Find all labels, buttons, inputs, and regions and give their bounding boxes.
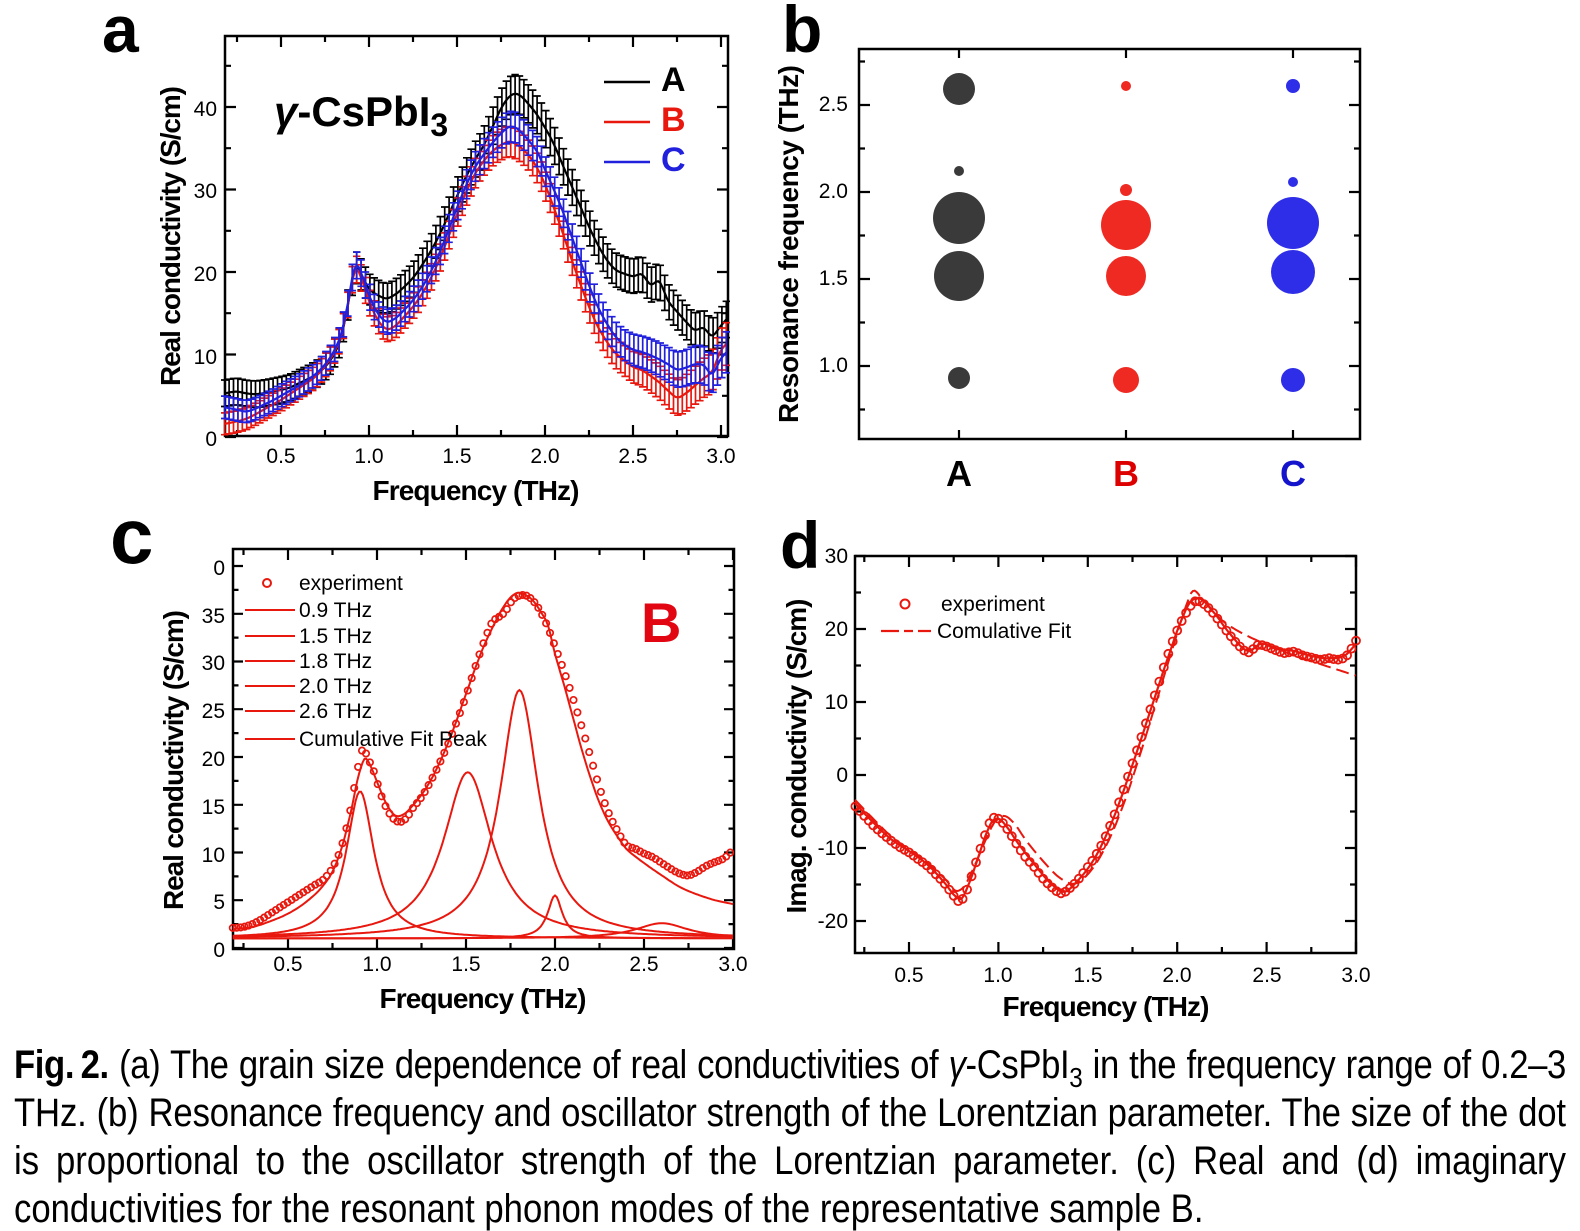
svg-text:1.5 THz: 1.5 THz — [299, 625, 372, 648]
svg-text:b: b — [782, 0, 822, 66]
svg-text:10: 10 — [194, 346, 217, 369]
svg-text:25: 25 — [202, 700, 225, 723]
svg-text:20: 20 — [194, 263, 217, 286]
svg-text:1.5: 1.5 — [442, 445, 471, 468]
svg-text:0: 0 — [213, 939, 225, 962]
svg-text:1.0: 1.0 — [362, 953, 391, 976]
svg-text:10: 10 — [202, 844, 225, 867]
svg-text:experiment: experiment — [299, 572, 403, 595]
svg-text:0.9 THz: 0.9 THz — [299, 599, 372, 622]
svg-text:35: 35 — [202, 605, 225, 628]
svg-text:3.0: 3.0 — [1341, 964, 1370, 987]
svg-text:γ-CsPbI3: γ-CsPbI3 — [274, 88, 448, 143]
svg-text:1.0: 1.0 — [354, 445, 383, 468]
svg-text:-20: -20 — [818, 910, 848, 933]
svg-text:Comulative Fit: Comulative Fit — [937, 620, 1071, 643]
svg-text:Cumulative Fit Peak: Cumulative Fit Peak — [299, 728, 487, 751]
svg-text:30: 30 — [825, 545, 848, 568]
svg-text:1.5: 1.5 — [1073, 964, 1102, 987]
svg-text:C: C — [1280, 453, 1306, 494]
svg-text:c: c — [110, 492, 153, 580]
svg-text:C: C — [661, 141, 686, 179]
svg-text:2.6 THz: 2.6 THz — [299, 700, 372, 723]
svg-text:B: B — [1113, 453, 1139, 494]
svg-text:2.5: 2.5 — [629, 953, 658, 976]
svg-text:Resonance frequency (THz): Resonance frequency (THz) — [773, 65, 804, 423]
svg-text:1.5: 1.5 — [451, 953, 480, 976]
svg-text:3.0: 3.0 — [706, 445, 735, 468]
svg-text:0: 0 — [213, 557, 225, 580]
svg-text:B: B — [641, 591, 681, 654]
svg-text:1.8 THz: 1.8 THz — [299, 650, 372, 673]
svg-text:1.0: 1.0 — [983, 964, 1012, 987]
svg-text:d: d — [780, 508, 820, 582]
svg-text:a: a — [102, 0, 140, 66]
svg-text:Imag. conductivity (S/cm): Imag. conductivity (S/cm) — [781, 599, 812, 914]
svg-text:0.5: 0.5 — [266, 445, 295, 468]
svg-text:2.0: 2.0 — [540, 953, 569, 976]
svg-text:0: 0 — [836, 764, 848, 787]
svg-text:2.5: 2.5 — [618, 445, 647, 468]
svg-text:B: B — [661, 101, 686, 139]
svg-text:Frequency (THz): Frequency (THz) — [1003, 991, 1210, 1022]
svg-text:0.5: 0.5 — [894, 964, 923, 987]
svg-text:15: 15 — [202, 796, 225, 819]
svg-text:A: A — [661, 61, 686, 99]
svg-text:Real conductivity (S/cm): Real conductivity (S/cm) — [158, 610, 189, 910]
svg-text:experiment: experiment — [941, 593, 1045, 616]
svg-text:Frequency (THz): Frequency (THz) — [373, 475, 580, 506]
svg-text:20: 20 — [202, 748, 225, 771]
svg-text:3.0: 3.0 — [718, 953, 747, 976]
svg-text:2.0: 2.0 — [530, 445, 559, 468]
svg-text:A: A — [946, 453, 972, 494]
svg-text:40: 40 — [194, 98, 217, 121]
svg-text:0.5: 0.5 — [273, 953, 302, 976]
svg-text:30: 30 — [194, 180, 217, 203]
svg-text:5: 5 — [213, 891, 225, 914]
svg-text:1.5: 1.5 — [819, 267, 848, 290]
svg-text:-10: -10 — [818, 837, 848, 860]
svg-text:2.0: 2.0 — [1162, 964, 1191, 987]
svg-text:0: 0 — [205, 428, 217, 451]
svg-text:2.5: 2.5 — [819, 93, 848, 116]
svg-text:2.5: 2.5 — [1252, 964, 1281, 987]
svg-text:2.0 THz: 2.0 THz — [299, 675, 372, 698]
svg-text:2.0: 2.0 — [819, 180, 848, 203]
svg-text:30: 30 — [202, 652, 225, 675]
svg-text:10: 10 — [825, 691, 848, 714]
svg-text:20: 20 — [825, 618, 848, 641]
svg-text:Real conductivity (S/cm): Real conductivity (S/cm) — [155, 86, 186, 386]
svg-text:1.0: 1.0 — [819, 354, 848, 377]
svg-text:Frequency (THz): Frequency (THz) — [380, 983, 587, 1014]
